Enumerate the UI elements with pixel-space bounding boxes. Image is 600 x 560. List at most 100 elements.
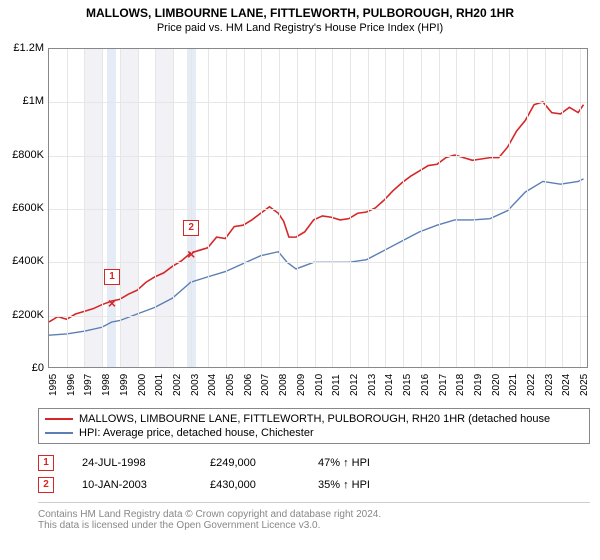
plot-area: × 1 × 2: [48, 48, 588, 368]
chart-title: MALLOWS, LIMBOURNE LANE, FITTLEWORTH, PU…: [0, 0, 600, 20]
event-marker-cross: ×: [108, 296, 116, 310]
gridline-vertical: [261, 49, 262, 367]
x-tick-label: 1997: [83, 374, 94, 396]
gridline-vertical: [138, 49, 139, 367]
event-price: £430,000: [210, 479, 290, 491]
y-tick-label: £1M: [23, 95, 44, 107]
y-tick-label: £800K: [12, 149, 44, 161]
gridline-vertical: [456, 49, 457, 367]
x-tick-label: 2002: [172, 374, 183, 396]
x-tick-label: 1999: [119, 374, 130, 396]
legend-label: HPI: Average price, detached house, Chic…: [79, 427, 314, 439]
x-axis: 1995199619971998199920002001200220032004…: [48, 368, 588, 408]
gridline-vertical: [120, 49, 121, 367]
x-tick-label: 2023: [544, 374, 555, 396]
x-tick-label: 2010: [314, 374, 325, 396]
x-tick-label: 2014: [384, 374, 395, 396]
event-number-box: 1: [38, 455, 54, 471]
gridline-vertical: [102, 49, 103, 367]
event-marker-cross: ×: [187, 247, 195, 261]
x-tick-label: 2007: [260, 374, 271, 396]
x-tick-label: 2013: [367, 374, 378, 396]
gridline-horizontal: [49, 102, 587, 103]
x-tick-label: 2012: [349, 374, 360, 396]
gridline-vertical: [279, 49, 280, 367]
gridline-horizontal: [49, 262, 587, 263]
gridline-vertical: [474, 49, 475, 367]
legend-label: MALLOWS, LIMBOURNE LANE, FITTLEWORTH, PU…: [79, 413, 550, 425]
gridline-vertical: [562, 49, 563, 367]
y-tick-label: £600K: [12, 202, 44, 214]
gridline-vertical: [155, 49, 156, 367]
x-tick-label: 2019: [473, 374, 484, 396]
x-tick-label: 2009: [296, 374, 307, 396]
x-tick-label: 1995: [48, 374, 59, 396]
gridline-horizontal: [49, 156, 587, 157]
x-tick-label: 2022: [526, 374, 537, 396]
x-tick-label: 2017: [438, 374, 449, 396]
legend-row: HPI: Average price, detached house, Chic…: [45, 426, 583, 440]
event-marker-box: 1: [104, 269, 120, 285]
gridline-horizontal: [49, 316, 587, 317]
event-pct: 35% ↑ HPI: [318, 479, 398, 491]
gridline-vertical: [385, 49, 386, 367]
series-hpi: [49, 179, 584, 335]
gridline-vertical: [439, 49, 440, 367]
legend-line-swatch: [45, 418, 73, 420]
x-tick-label: 2016: [420, 374, 431, 396]
event-date: 24-JUL-1998: [82, 457, 182, 469]
gridline-vertical: [403, 49, 404, 367]
y-tick-label: £400K: [12, 255, 44, 267]
gridline-vertical: [350, 49, 351, 367]
gridline-vertical: [545, 49, 546, 367]
gridline-vertical: [191, 49, 192, 367]
plot-svg: [49, 49, 587, 367]
gridline-vertical: [421, 49, 422, 367]
event-row: 2 10-JAN-2003 £430,000 35% ↑ HPI: [38, 474, 590, 496]
footer-attribution: Contains HM Land Registry data © Crown c…: [38, 502, 590, 531]
x-tick-label: 2025: [579, 374, 590, 396]
x-tick-label: 2020: [491, 374, 502, 396]
y-tick-label: £200K: [12, 309, 44, 321]
legend-row: MALLOWS, LIMBOURNE LANE, FITTLEWORTH, PU…: [45, 412, 583, 426]
x-tick-label: 2005: [225, 374, 236, 396]
x-tick-label: 2004: [207, 374, 218, 396]
event-row: 1 24-JUL-1998 £249,000 47% ↑ HPI: [38, 452, 590, 474]
x-tick-label: 2001: [154, 374, 165, 396]
x-tick-label: 2018: [455, 374, 466, 396]
events-table: 1 24-JUL-1998 £249,000 47% ↑ HPI 2 10-JAN-200…: [38, 452, 590, 496]
event-date: 10-JAN-2003: [82, 479, 182, 491]
event-pct: 47% ↑ HPI: [318, 457, 398, 469]
gridline-vertical: [84, 49, 85, 367]
gridline-vertical: [244, 49, 245, 367]
chart-container: MALLOWS, LIMBOURNE LANE, FITTLEWORTH, PU…: [0, 0, 600, 560]
event-price: £249,000: [210, 457, 290, 469]
legend-line-swatch: [45, 432, 73, 434]
x-tick-label: 1998: [101, 374, 112, 396]
x-tick-label: 2024: [561, 374, 572, 396]
gridline-vertical: [208, 49, 209, 367]
x-tick-label: 2015: [402, 374, 413, 396]
gridline-vertical: [527, 49, 528, 367]
gridline-vertical: [332, 49, 333, 367]
gridline-vertical: [315, 49, 316, 367]
gridline-vertical: [492, 49, 493, 367]
gridline-vertical: [226, 49, 227, 367]
x-tick-label: 1996: [66, 374, 77, 396]
x-tick-label: 2000: [137, 374, 148, 396]
chart-subtitle: Price paid vs. HM Land Registry's House …: [0, 20, 600, 38]
gridline-vertical: [509, 49, 510, 367]
gridline-vertical: [173, 49, 174, 367]
legend-box: MALLOWS, LIMBOURNE LANE, FITTLEWORTH, PU…: [38, 408, 590, 444]
event-marker-box: 2: [183, 220, 199, 236]
gridline-vertical: [67, 49, 68, 367]
y-tick-label: £0: [32, 362, 44, 374]
y-axis: £0£200K£400K£600K£800K£1M£1.2M: [0, 48, 46, 368]
x-tick-label: 2021: [508, 374, 519, 396]
gridline-vertical: [297, 49, 298, 367]
gridline-vertical: [580, 49, 581, 367]
y-tick-label: £1.2M: [13, 42, 44, 54]
footer-line-1: Contains HM Land Registry data © Crown c…: [38, 509, 590, 520]
x-tick-label: 2008: [278, 374, 289, 396]
event-number-box: 2: [38, 477, 54, 493]
